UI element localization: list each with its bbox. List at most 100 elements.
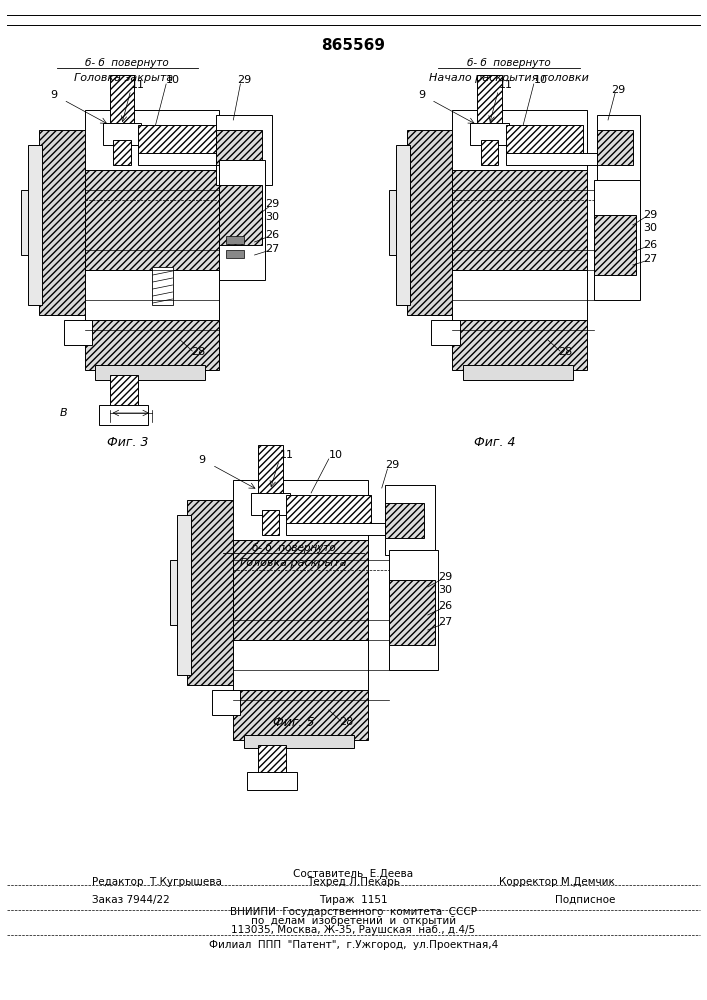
Bar	[233, 690, 368, 740]
Text: 30: 30	[438, 585, 452, 595]
Text: Фиг. 4: Фиг. 4	[474, 436, 515, 450]
Bar	[481, 140, 498, 165]
Bar	[219, 160, 265, 280]
Text: 9: 9	[199, 455, 206, 465]
Bar	[431, 320, 460, 345]
Text: Фиг. 3: Фиг. 3	[107, 436, 148, 450]
Bar	[177, 535, 216, 645]
Text: Составитель  Е.Деева: Составитель Е.Деева	[293, 869, 414, 879]
Bar	[28, 205, 85, 245]
Bar	[28, 145, 42, 305]
Bar	[594, 180, 640, 300]
Text: 9: 9	[418, 90, 425, 100]
Text: 27: 27	[438, 617, 452, 627]
Bar	[138, 153, 230, 165]
Bar	[226, 250, 244, 258]
Text: 27: 27	[265, 244, 279, 254]
Text: 11: 11	[279, 450, 293, 460]
Bar	[226, 236, 244, 244]
Text: 10: 10	[329, 450, 343, 460]
Text: Техред Л.Пекарь: Техред Л.Пекарь	[307, 877, 400, 887]
Bar	[452, 110, 587, 330]
Bar	[463, 365, 573, 380]
Text: Начало раскрытия головки: Начало раскрытия головки	[429, 73, 589, 83]
Bar	[170, 560, 184, 625]
Text: 29: 29	[385, 460, 399, 470]
Text: 28: 28	[559, 347, 573, 357]
Bar	[152, 267, 173, 305]
Text: б- б  повернуто: б- б повернуто	[252, 543, 335, 553]
Bar	[85, 110, 219, 330]
Circle shape	[567, 262, 571, 268]
Text: 29: 29	[237, 75, 251, 85]
Bar	[407, 130, 484, 315]
Text: Фиг. 5: Фиг. 5	[273, 716, 314, 728]
Bar	[470, 123, 509, 145]
Bar	[233, 540, 368, 640]
Text: 11: 11	[131, 80, 145, 90]
Bar	[244, 735, 354, 748]
Text: 28: 28	[191, 347, 205, 357]
Bar	[39, 130, 117, 315]
Text: 27: 27	[643, 254, 658, 264]
Text: 26: 26	[438, 601, 452, 611]
Bar	[110, 75, 134, 130]
Bar	[177, 575, 233, 615]
Bar	[21, 190, 35, 255]
Bar	[262, 510, 279, 535]
Bar	[597, 130, 633, 165]
Bar	[95, 365, 205, 380]
Bar	[506, 125, 583, 155]
Text: Головка раскрыта: Головка раскрыта	[240, 558, 346, 568]
Text: 9: 9	[50, 90, 57, 100]
Bar	[64, 320, 92, 345]
Text: Редактор  Т.Кугрышева: Редактор Т.Кугрышева	[92, 877, 222, 887]
Text: Тираж  1151: Тираж 1151	[319, 895, 388, 905]
Bar	[477, 75, 502, 130]
Text: 865569: 865569	[322, 37, 385, 52]
Text: ВНИИПИ  Государственного  комитета  СССР: ВНИИПИ Государственного комитета СССР	[230, 907, 477, 917]
Text: 10: 10	[534, 75, 548, 85]
Bar	[85, 170, 219, 270]
Bar	[389, 190, 403, 255]
Text: 113035, Москва, Ж-35, Раушская  наб., д.4/5: 113035, Москва, Ж-35, Раушская наб., д.4…	[231, 925, 476, 935]
Text: 30: 30	[643, 223, 658, 233]
Bar	[138, 125, 216, 155]
Bar	[389, 580, 435, 645]
Bar	[396, 205, 452, 245]
Text: Филиал  ППП  "Патент",  г.Ужгород,  ул.Проектная,4: Филиал ППП "Патент", г.Ужгород, ул.Проек…	[209, 940, 498, 950]
Bar	[99, 405, 148, 425]
Text: 29: 29	[643, 210, 658, 220]
Text: 30: 30	[265, 212, 279, 222]
Bar	[597, 115, 640, 185]
Text: 29: 29	[438, 572, 452, 582]
Circle shape	[348, 622, 352, 628]
Bar	[110, 375, 138, 410]
Text: 11: 11	[498, 80, 513, 90]
Bar	[452, 170, 587, 270]
Bar	[247, 772, 297, 790]
Bar	[385, 503, 424, 538]
Text: 26: 26	[643, 240, 658, 250]
Bar	[594, 215, 636, 275]
Bar	[506, 153, 597, 165]
Bar	[286, 523, 385, 535]
Text: Корректор М.Демчик: Корректор М.Демчик	[499, 877, 615, 887]
Text: B: B	[60, 408, 67, 418]
Bar	[113, 140, 131, 165]
Text: 29: 29	[612, 85, 626, 95]
Text: 10: 10	[166, 75, 180, 85]
Bar	[251, 493, 290, 515]
Bar	[219, 185, 262, 245]
Bar	[233, 480, 368, 700]
Circle shape	[199, 252, 204, 258]
Bar	[396, 145, 410, 305]
Bar	[396, 170, 435, 280]
Bar	[28, 170, 67, 280]
Bar	[385, 485, 435, 555]
Text: б- б  повернуто: б- б повернуто	[467, 58, 551, 68]
Bar	[103, 123, 141, 145]
Text: Подписное: Подписное	[555, 895, 615, 905]
Text: Заказ 7944/22: Заказ 7944/22	[92, 895, 170, 905]
Bar	[177, 515, 191, 675]
